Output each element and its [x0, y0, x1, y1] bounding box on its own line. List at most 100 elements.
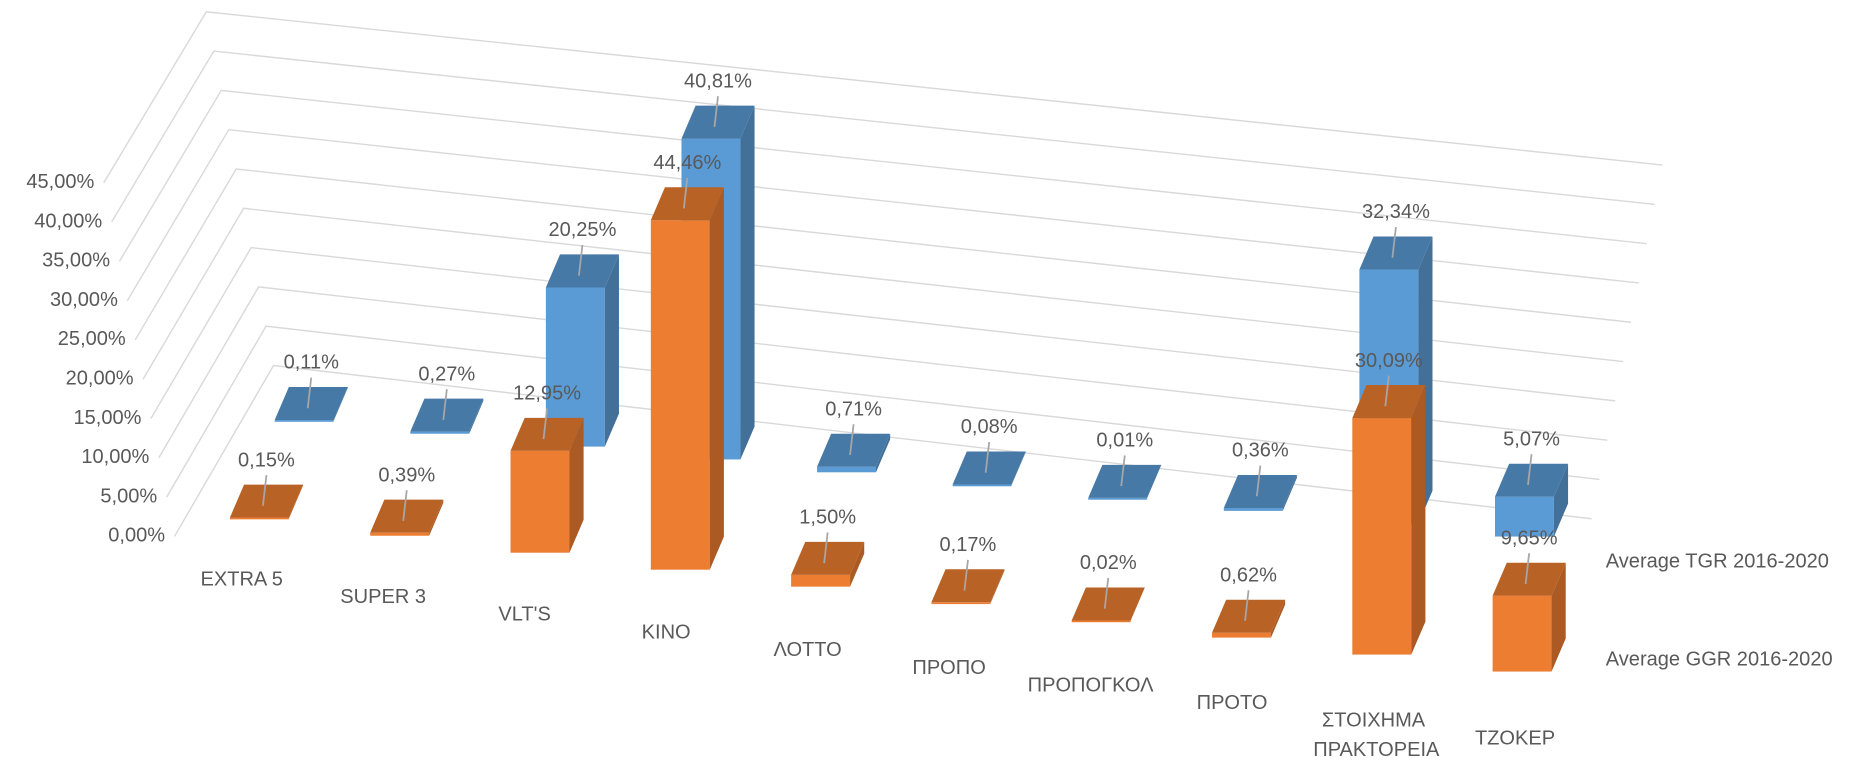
data-label: 0,17% [940, 534, 997, 556]
bar [1492, 562, 1566, 672]
bar [410, 398, 484, 434]
grid-line [150, 246, 1616, 419]
bar-top [370, 499, 444, 533]
bar-top [1359, 236, 1433, 270]
leader-line [963, 559, 969, 591]
bar [1494, 463, 1569, 537]
y-tick-label: 35,00% [42, 250, 110, 272]
bar-side [740, 105, 755, 460]
grid-line [111, 50, 1655, 223]
bar-front [1352, 418, 1412, 655]
bar-side [288, 484, 304, 519]
y-tick-label: 5,00% [100, 485, 157, 507]
grid-line [142, 207, 1624, 380]
leader-line [402, 490, 408, 521]
leader-line [442, 389, 448, 420]
y-tick-label: 30,00% [50, 289, 118, 311]
bar-side [850, 541, 865, 587]
bar [817, 433, 891, 473]
bar-side [429, 499, 444, 536]
y-tick-label: 10,00% [81, 446, 149, 468]
data-label: 0,15% [238, 449, 295, 471]
bar-top [510, 417, 584, 451]
x-tick-label: ΤΖΟΚΕΡ [1475, 728, 1555, 750]
y-tick-label: 0,00% [108, 525, 165, 547]
bar [1223, 475, 1297, 511]
bar-top [791, 541, 865, 575]
y-tick-label: 40,00% [34, 210, 102, 232]
grid-line [166, 325, 1600, 498]
bar-front [510, 450, 570, 553]
bar [545, 254, 619, 447]
leader-line [1244, 590, 1250, 622]
y-tick-label: 20,00% [66, 368, 134, 390]
bar [229, 484, 304, 520]
bar-front [229, 517, 289, 520]
x-tick-label: SUPER 3 [340, 586, 426, 608]
bar-front [370, 532, 430, 536]
bar-front [1088, 497, 1148, 500]
x-tick-label: ΛΟΤΤΟ [773, 639, 841, 661]
bar [370, 499, 444, 536]
data-label: 0,11% [284, 352, 339, 374]
bar-top [650, 187, 724, 221]
y-tick-label: 25,00% [58, 328, 126, 350]
data-label: 0,62% [1220, 564, 1277, 586]
bar-side [1011, 451, 1026, 486]
bar-top [1088, 464, 1162, 498]
bar [1212, 599, 1286, 638]
bar [791, 541, 865, 587]
bar-top [274, 387, 348, 421]
x-tick-label: ΠΡΟΠΟΓΚΟΛ [1028, 674, 1154, 696]
leader-line [1255, 465, 1262, 497]
bar-top [1492, 562, 1566, 596]
data-label: 0,39% [378, 464, 435, 486]
bar-front [274, 420, 334, 422]
bar-side [1553, 463, 1569, 537]
data-label: 0,01% [1096, 430, 1153, 452]
bar-side [569, 417, 584, 553]
x-tick-label: VLT'S [498, 604, 550, 626]
bar-side [1282, 475, 1297, 511]
bar-top [1494, 463, 1569, 497]
leader-line [578, 244, 584, 276]
bar-side [1130, 587, 1145, 621]
bar-front [1494, 496, 1554, 537]
bar-side [469, 398, 484, 434]
leader-line [1384, 375, 1390, 407]
grid-line [103, 11, 1663, 184]
bar-side [1411, 385, 1426, 655]
bar-side [1147, 464, 1162, 499]
bar-top [1071, 587, 1145, 621]
data-label: 32,34% [1362, 201, 1430, 223]
bar-side [333, 387, 348, 421]
data-label: 40,81% [684, 70, 752, 92]
bar [931, 569, 1005, 605]
bar [510, 417, 584, 553]
data-label: 1,50% [799, 507, 856, 529]
data-label: 0,71% [825, 398, 882, 420]
bar-front [791, 574, 851, 587]
bar-side [990, 569, 1005, 604]
data-label: 9,65% [1501, 527, 1558, 549]
data-label: 0,36% [1232, 440, 1289, 462]
bar-top [229, 484, 304, 518]
bar-front [1223, 508, 1283, 511]
x-tick-label: EXTRA 5 [200, 568, 282, 590]
bar [1088, 464, 1162, 500]
legend-label: Average GGR 2016-2020 [1606, 649, 1833, 671]
plot: 0,00% 5,00% 10,00% 15,00% 20,00% 25,00% 30,00%… [26, 11, 1833, 761]
bar [274, 387, 348, 422]
leader-line [262, 475, 268, 506]
bar-front [650, 220, 710, 570]
grid-line [134, 168, 1632, 341]
bar-side [709, 187, 724, 570]
grid-line [118, 89, 1647, 262]
bar-side [875, 433, 891, 473]
bar [952, 451, 1026, 487]
bar-side [1270, 599, 1286, 638]
bar-top [931, 569, 1005, 603]
data-label: 12,95% [513, 383, 581, 405]
bar-top [545, 254, 619, 288]
y-tick-label: 15,00% [74, 407, 142, 429]
